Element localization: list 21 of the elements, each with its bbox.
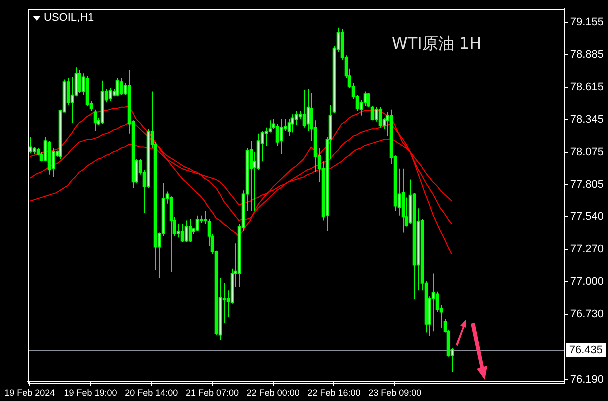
annotation: WTI原油 1H — [392, 34, 482, 55]
y-tick-label: 77.270 — [570, 244, 604, 256]
y-tick-label: 78.885 — [570, 49, 604, 62]
y-tick-label: 78.345 — [570, 114, 604, 126]
x-tick-label: 19 Feb 19:00 — [64, 388, 118, 398]
x-tick-label: 22 Feb 16:00 — [308, 388, 361, 398]
y-tick-label: 78.075 — [570, 146, 604, 159]
x-tick-label: 23 Feb 09:00 — [368, 388, 422, 398]
x-tick-label: 21 Feb 07:00 — [186, 388, 240, 398]
chart-title: USOIL,H1 — [44, 12, 94, 24]
ref-line-label: 76.435 — [569, 344, 604, 356]
y-tick-label: 77.540 — [570, 211, 604, 224]
y-tick-label: 76.730 — [570, 308, 604, 321]
y-tick-label: 76.190 — [570, 374, 604, 386]
y-tick-label: 78.615 — [570, 82, 604, 94]
y-tick-label: 77.000 — [570, 276, 604, 288]
x-tick-label: 19 Feb 2024 — [4, 388, 56, 398]
x-tick-label: 22 Feb 00:00 — [246, 388, 300, 398]
x-tick-label: 20 Feb 14:00 — [125, 388, 178, 398]
y-tick-label: 77.805 — [570, 179, 604, 192]
y-tick-label: 79.155 — [570, 16, 604, 28]
